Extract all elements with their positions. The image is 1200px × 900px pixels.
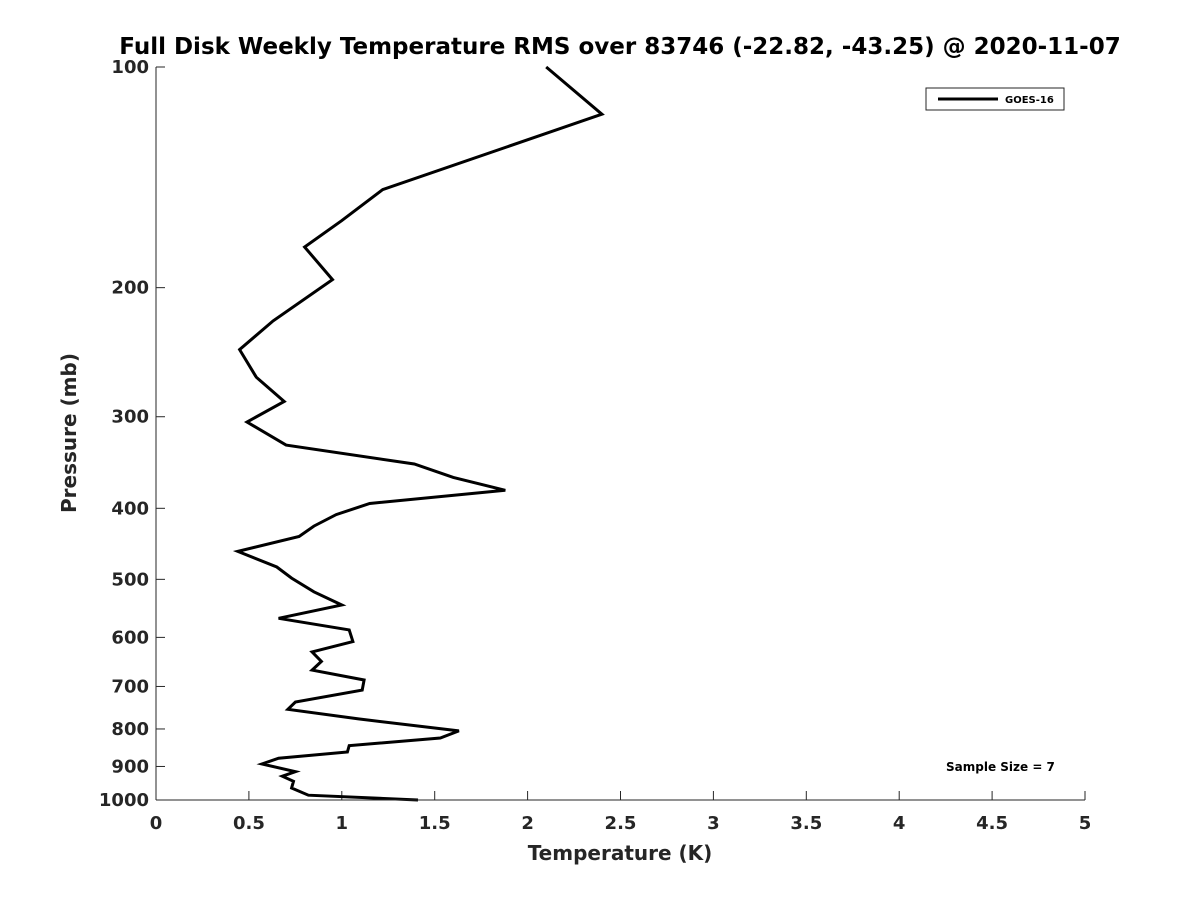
x-tick-label: 2.5 (605, 813, 637, 834)
y-tick-label: 1000 (99, 790, 149, 811)
legend: GOES-16 (925, 87, 1065, 111)
chart-title: Full Disk Weekly Temperature RMS over 83… (119, 34, 1121, 60)
y-axis-ticks: 100 200 300 400 500 600 700 800 900 1000 (99, 57, 165, 811)
x-tick-label: 3 (707, 813, 720, 834)
y-tick-label: 800 (111, 719, 149, 740)
x-tick-label: 3.5 (790, 813, 822, 834)
x-axis-ticks: 0 0.5 1 1.5 2 2.5 3 3.5 4 4.5 5 (150, 791, 1092, 834)
x-tick-label: 1.5 (419, 813, 451, 834)
y-tick-label: 900 (111, 756, 149, 777)
plot-background (156, 67, 1085, 800)
y-tick-label: 200 (111, 278, 149, 299)
x-tick-label: 5 (1079, 813, 1092, 834)
x-axis-label: Temperature (K) (528, 841, 713, 865)
x-tick-label: 1 (336, 813, 349, 834)
sample-size-annotation: Sample Size = 7 (946, 760, 1055, 774)
y-tick-label: 700 (111, 676, 149, 697)
legend-label-goes-16: GOES-16 (1005, 95, 1054, 106)
y-tick-label: 500 (111, 569, 149, 590)
y-tick-label: 600 (111, 627, 149, 648)
y-tick-label: 300 (111, 407, 149, 428)
y-tick-label: 100 (111, 57, 149, 78)
x-tick-label: 0.5 (233, 813, 265, 834)
x-tick-label: 0 (150, 813, 163, 834)
x-tick-label: 4.5 (976, 813, 1008, 834)
x-tick-label: 4 (893, 813, 906, 834)
x-tick-label: 2 (521, 813, 534, 834)
series-line-goes-16 (232, 65, 605, 802)
y-axis-label: Pressure (mb) (57, 353, 81, 513)
y-tick-label: 400 (111, 498, 149, 519)
